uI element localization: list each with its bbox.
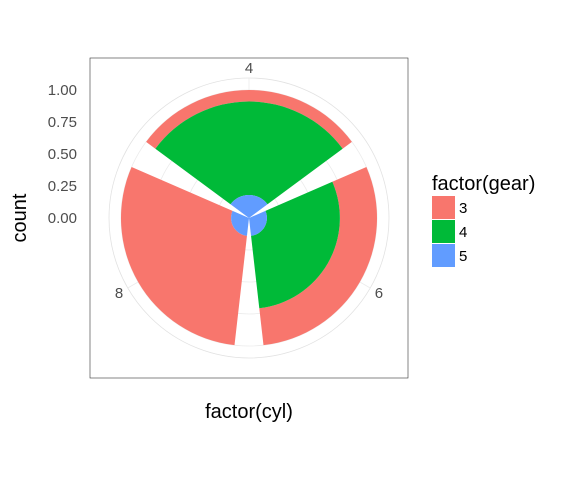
- bar-6-gear-5: [249, 210, 267, 236]
- legend-title: factor(gear): [432, 173, 535, 195]
- x-axis-title: factor(cyl): [205, 401, 293, 423]
- bar-4-gear-3: [146, 90, 352, 149]
- plot-bars: [120, 90, 377, 346]
- y-axis-ticks: 0.00 0.25 0.50 0.75 1.00: [48, 82, 77, 227]
- legend-key-5: [432, 244, 455, 267]
- legend-label: 4: [459, 224, 467, 241]
- bar-8-gear-3: [120, 166, 247, 346]
- legend-key-3: [432, 196, 455, 219]
- bar-4-gear-4: [155, 101, 343, 205]
- x-tick-label: 4: [245, 60, 253, 77]
- y-tick-label: 0.00: [48, 210, 77, 227]
- y-tick-label: 1.00: [48, 82, 77, 99]
- y-tick-label: 0.75: [48, 114, 77, 131]
- legend-label: 3: [459, 200, 467, 217]
- bar-8-gear-5: [231, 210, 249, 236]
- y-tick-label: 0.50: [48, 146, 77, 163]
- legend-key-4: [432, 220, 455, 243]
- bar-6-gear-4: [251, 181, 340, 309]
- y-tick-label: 0.25: [48, 178, 77, 195]
- legend: factor(gear) 3 4 5: [432, 173, 535, 267]
- y-axis-title: count: [9, 193, 31, 242]
- bar-6-gear-3: [259, 166, 377, 346]
- legend-label: 5: [459, 248, 467, 265]
- x-tick-label: 6: [375, 285, 383, 302]
- x-axis-ticks: 4 6 8: [115, 60, 383, 302]
- x-tick-label: 8: [115, 285, 123, 302]
- bar-4-gear-5: [230, 194, 268, 218]
